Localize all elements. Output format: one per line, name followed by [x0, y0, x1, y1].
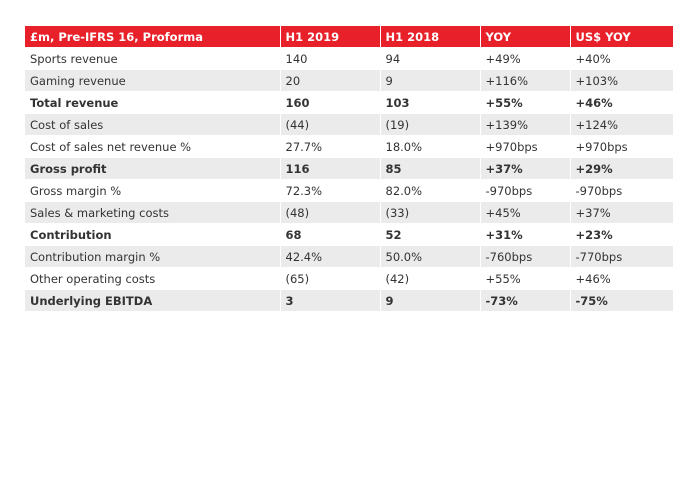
- row-label: Contribution margin %: [25, 245, 281, 268]
- row-label: Gross profit: [25, 157, 281, 180]
- table-cell: 85: [380, 157, 481, 180]
- table-cell: +45%: [480, 201, 571, 224]
- table-cell: +37%: [480, 157, 571, 180]
- table-cell: +31%: [480, 223, 571, 246]
- row-label: Other operating costs: [25, 267, 281, 290]
- header-cell: £m, Pre-IFRS 16, Proforma: [25, 26, 281, 48]
- table-cell: 18.0%: [380, 135, 481, 158]
- table-cell: 27.7%: [280, 135, 381, 158]
- table-cell: -75%: [570, 289, 674, 311]
- table-cell: +46%: [570, 91, 674, 114]
- header-cell: H1 2018: [380, 26, 481, 48]
- table-cell: -770bps: [570, 245, 674, 268]
- table-row: Other operating costs (65) (42) +55% +46%: [25, 267, 674, 290]
- table-cell: 116: [280, 157, 381, 180]
- table-cell: 68: [280, 223, 381, 246]
- header-row: £m, Pre-IFRS 16, Proforma H1 2019 H1 2018 Y…: [25, 26, 674, 48]
- row-label: Gaming revenue: [25, 69, 281, 92]
- table-row: Sales & marketing costs (48) (33) +45% +37%: [25, 201, 674, 224]
- table-row: Cost of sales (44) (19) +139% +124%: [25, 113, 674, 136]
- table-cell: +29%: [570, 157, 674, 180]
- header-cell: US$ YOY: [570, 26, 674, 48]
- row-label: Gross margin %: [25, 179, 281, 202]
- table-cell: +970bps: [570, 135, 674, 158]
- table-cell: 140: [280, 47, 381, 70]
- table-row: Gross profit 116 85 +37% +29%: [25, 157, 674, 180]
- table-cell: +103%: [570, 69, 674, 92]
- table-row: Gaming revenue 20 9 +116% +103%: [25, 69, 674, 92]
- table-cell: 94: [380, 47, 481, 70]
- table-cell: +116%: [480, 69, 571, 92]
- table-cell: 160: [280, 91, 381, 114]
- table-cell: +37%: [570, 201, 674, 224]
- table-cell: (19): [380, 113, 481, 136]
- results-table: £m, Pre-IFRS 16, Proforma H1 2019 H1 2018 Y…: [25, 26, 674, 311]
- table-row: Total revenue 160 103 +55% +46%: [25, 91, 674, 114]
- table-cell: +23%: [570, 223, 674, 246]
- table-cell: (42): [380, 267, 481, 290]
- table-cell: 9: [380, 289, 481, 311]
- table-cell: 103: [380, 91, 481, 114]
- table-row: Sports revenue 140 94 +49% +40%: [25, 47, 674, 70]
- table-cell: 42.4%: [280, 245, 381, 268]
- header-cell: YOY: [480, 26, 571, 48]
- row-label: Underlying EBITDA: [25, 289, 281, 311]
- table-cell: -970bps: [480, 179, 571, 202]
- table-cell: 52: [380, 223, 481, 246]
- table-cell: (65): [280, 267, 381, 290]
- table-cell: 82.0%: [380, 179, 481, 202]
- table-cell: 3: [280, 289, 381, 311]
- table-cell: +139%: [480, 113, 571, 136]
- table-cell: +55%: [480, 91, 571, 114]
- table-cell: 50.0%: [380, 245, 481, 268]
- table-row: Cost of sales net revenue % 27.7% 18.0% +97…: [25, 135, 674, 158]
- table-cell: (44): [280, 113, 381, 136]
- table-row: Contribution margin % 42.4% 50.0% -760bps -7…: [25, 245, 674, 268]
- row-label: Contribution: [25, 223, 281, 246]
- row-label: Cost of sales: [25, 113, 281, 136]
- table-cell: -760bps: [480, 245, 571, 268]
- row-label: Total revenue: [25, 91, 281, 114]
- table-cell: (48): [280, 201, 381, 224]
- table-cell: +970bps: [480, 135, 571, 158]
- table-row: Gross margin % 72.3% 82.0% -970bps -970bps: [25, 179, 674, 202]
- table-cell: 20: [280, 69, 381, 92]
- table-cell: +124%: [570, 113, 674, 136]
- table-cell: +40%: [570, 47, 674, 70]
- row-label: Sales & marketing costs: [25, 201, 281, 224]
- table-cell: 9: [380, 69, 481, 92]
- table-cell: +46%: [570, 267, 674, 290]
- table-cell: +55%: [480, 267, 571, 290]
- table-cell: -970bps: [570, 179, 674, 202]
- row-label: Sports revenue: [25, 47, 281, 70]
- table-cell: +49%: [480, 47, 571, 70]
- table-cell: -73%: [480, 289, 571, 311]
- table-row: Contribution 68 52 +31% +23%: [25, 223, 674, 246]
- table-cell: 72.3%: [280, 179, 381, 202]
- table-cell: (33): [380, 201, 481, 224]
- header-cell: H1 2019: [280, 26, 381, 48]
- row-label: Cost of sales net revenue %: [25, 135, 281, 158]
- table-row: Underlying EBITDA 3 9 -73% -75%: [25, 289, 674, 311]
